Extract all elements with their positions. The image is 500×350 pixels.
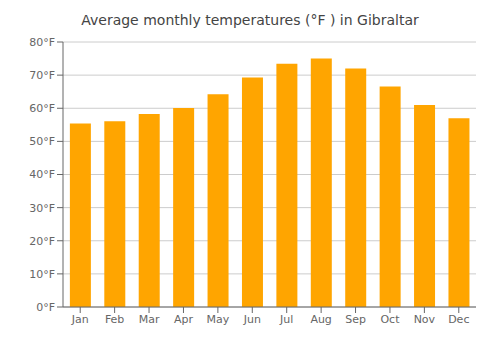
svg-text:Jul: Jul (279, 313, 293, 326)
svg-text:May: May (207, 313, 230, 326)
svg-text:80°F: 80°F (29, 36, 55, 49)
svg-text:Oct: Oct (380, 313, 400, 326)
svg-text:Dec: Dec (448, 313, 469, 326)
svg-text:Jun: Jun (243, 313, 261, 326)
svg-text:Aug: Aug (310, 313, 331, 326)
svg-text:Sep: Sep (345, 313, 366, 326)
svg-text:Nov: Nov (414, 313, 436, 326)
html-text:Average monthly temperatures (: Average monthly temperatures (°F ) in Gi… (81, 12, 419, 28)
svg-text:20°F: 20°F (29, 235, 55, 248)
svg-text:Mar: Mar (139, 313, 160, 326)
svg-text:50°F: 50°F (29, 135, 55, 148)
svg-text:Jan: Jan (71, 313, 89, 326)
svg-text:0°F: 0°F (36, 301, 55, 314)
svg-text:Apr: Apr (174, 313, 194, 326)
svg-text:Feb: Feb (105, 313, 124, 326)
svg-text:10°F: 10°F (29, 268, 55, 281)
svg-text:40°F: 40°F (29, 168, 55, 181)
svg-text:60°F: 60°F (29, 102, 55, 115)
svg-text:30°F: 30°F (29, 202, 55, 215)
svg-text:70°F: 70°F (29, 69, 55, 82)
